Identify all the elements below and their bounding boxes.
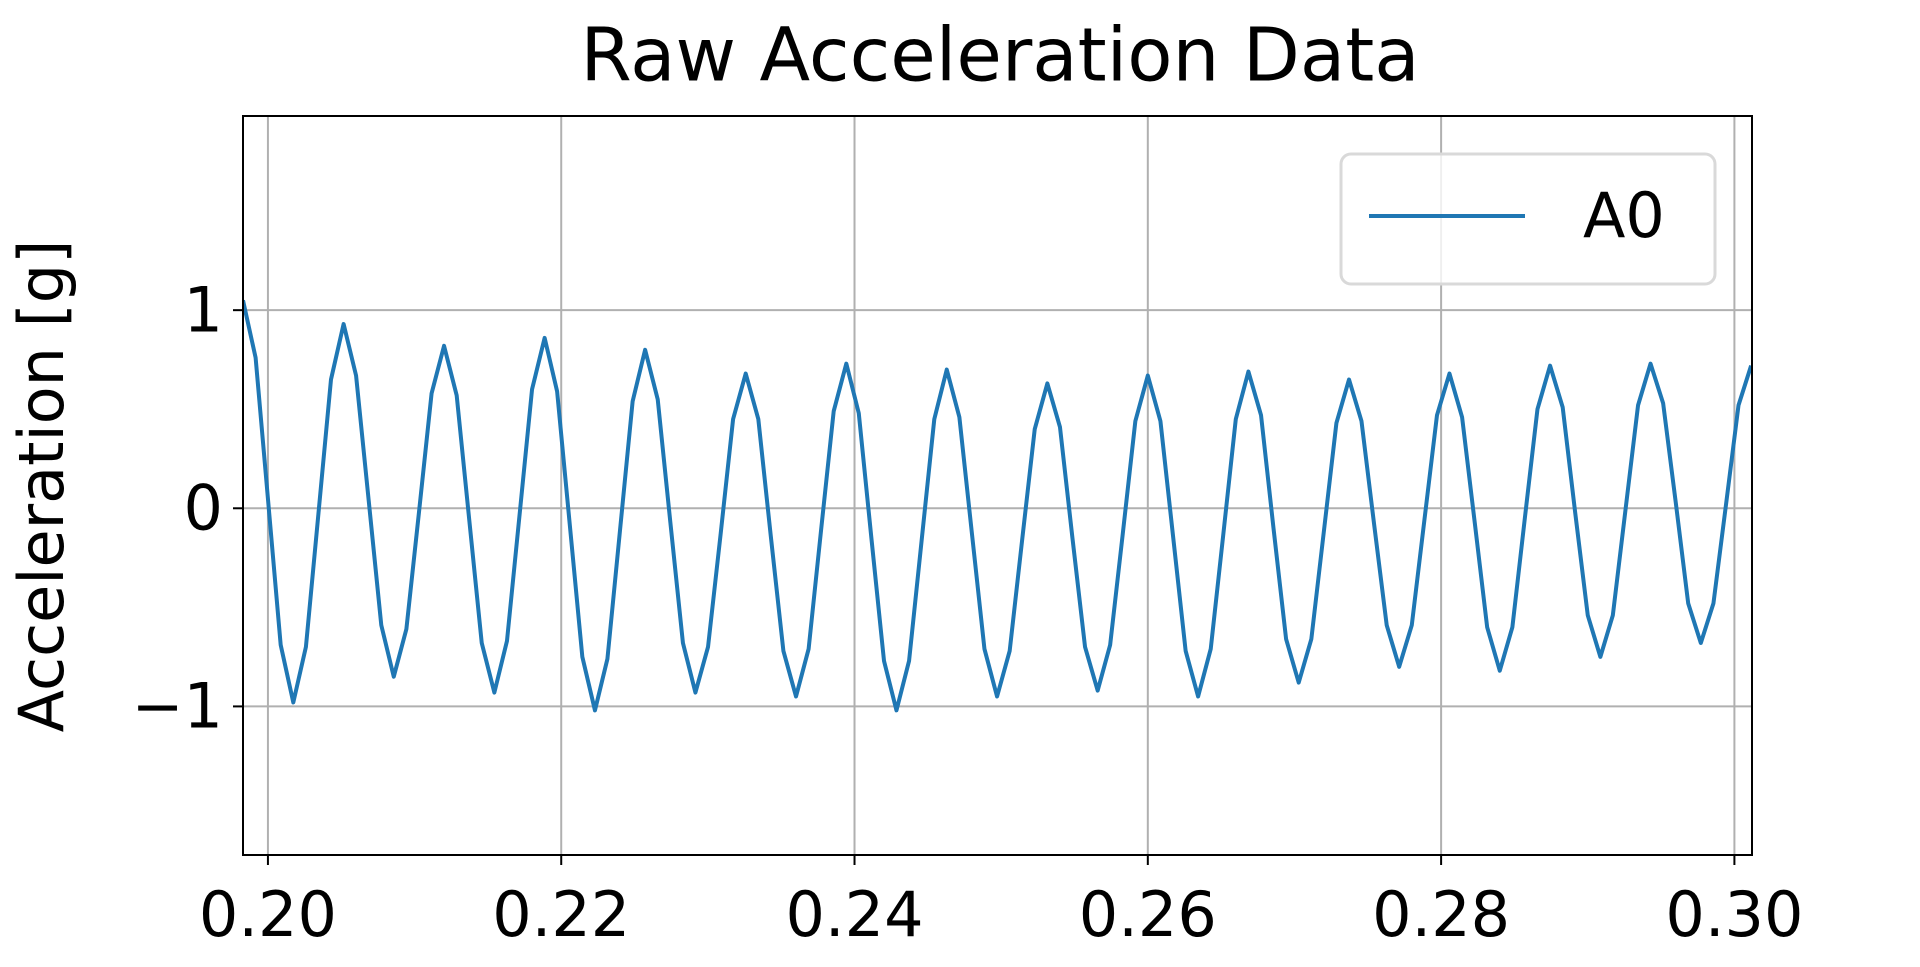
x-tick-label: 0.20 [199,878,337,951]
y-tick-label: −1 [132,670,223,743]
x-tick-label: 0.30 [1665,878,1803,951]
x-tick-label: 0.28 [1372,878,1510,951]
chart-title: Raw Acceleration Data [580,13,1419,99]
y-axis-label: Acceleration [g] [5,240,78,733]
y-tick-label: 1 [184,273,223,346]
legend-label: A0 [1583,179,1665,252]
plot-frame [242,115,1753,856]
legend-box [1339,152,1717,286]
data-line [243,299,1752,713]
x-tick-label: 0.22 [492,878,630,951]
y-tick-label: 0 [184,471,223,544]
x-tick-label: 0.26 [1079,878,1217,951]
x-tick-label: 0.24 [785,878,923,951]
